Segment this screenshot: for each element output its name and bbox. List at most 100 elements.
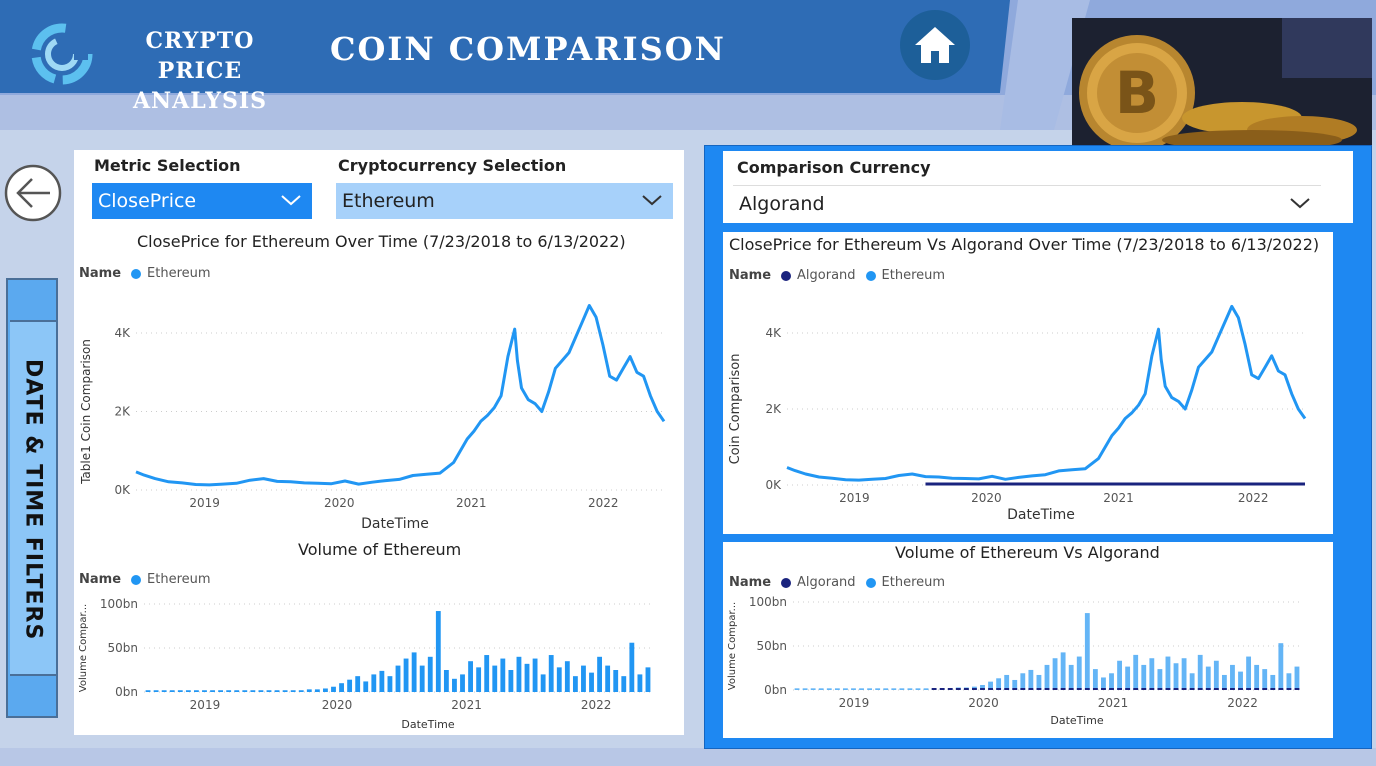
volume-bar-ethereum <box>867 688 873 690</box>
volume-bar-algorand <box>1165 688 1171 690</box>
volume-bar-algorand <box>980 688 985 690</box>
volume-bar <box>492 665 498 692</box>
volume-bar-ethereum <box>1149 658 1155 690</box>
x-tick-label: 2021 <box>1103 491 1134 505</box>
x-tick-label: 2020 <box>968 696 999 710</box>
volume-bar-algorand <box>1101 688 1106 690</box>
app-title-line2: ANALYSIS <box>132 88 268 114</box>
volume-bar-algorand <box>1286 688 1292 690</box>
volume-bar-algorand <box>1213 688 1219 690</box>
volume-bar-algorand <box>1004 688 1010 690</box>
volume-bar-ethereum <box>842 688 848 690</box>
metric-dropdown[interactable]: ClosePrice <box>92 183 312 219</box>
chart-legend: Name Algorand Ethereum <box>729 575 945 590</box>
date-time-filters-label: DATE & TIME FILTERS <box>20 359 46 641</box>
volume-bar <box>363 681 369 692</box>
x-tick-label: 2021 <box>451 698 482 712</box>
volume-bar-ethereum <box>1036 674 1042 690</box>
comparison-volume-card: Volume of Ethereum Vs Algorand Name Algo… <box>723 542 1333 738</box>
volume-bar-ethereum <box>1213 660 1219 690</box>
volume-bar-algorand <box>1092 688 1098 690</box>
volume-bar-ethereum <box>907 688 913 690</box>
volume-bar-ethereum <box>1294 666 1300 690</box>
legend-title: Name <box>79 572 122 587</box>
y-tick-label: 2K <box>765 402 782 416</box>
y-tick-label: 0K <box>114 483 131 497</box>
volume-bar-algorand <box>1254 688 1260 690</box>
y-tick-label: 4K <box>765 326 782 340</box>
volume-bar-algorand <box>1036 688 1042 690</box>
crypto-dropdown[interactable]: Ethereum <box>336 183 673 219</box>
comparison-line-card: ClosePrice for Ethereum Vs Algorand Over… <box>723 232 1333 534</box>
volume-bar-ethereum <box>980 684 985 690</box>
volume-bar <box>427 656 433 692</box>
x-tick-label: 2020 <box>971 491 1002 505</box>
legend-item-ethereum: Ethereum <box>147 572 211 587</box>
volume-bar <box>589 672 594 692</box>
volume-bar-algorand <box>1246 688 1252 690</box>
y-tick-label: 50bn <box>757 639 788 653</box>
volume-bar <box>169 690 175 692</box>
legend-dot <box>131 268 142 279</box>
legend-title: Name <box>729 575 772 590</box>
volume-bar <box>347 679 353 692</box>
legend-item-ethereum: Ethereum <box>881 575 946 590</box>
volume-bar-algorand <box>1052 688 1058 690</box>
volume-bar-algorand <box>1221 688 1227 690</box>
volume-bar-algorand <box>1230 688 1235 690</box>
volume-bar-ethereum <box>859 688 864 690</box>
volume-bar <box>177 690 183 692</box>
volume-bar <box>572 676 578 692</box>
volume-bar-algorand <box>1133 688 1139 690</box>
volume-bar <box>508 670 514 692</box>
volume-bar-ethereum <box>1173 663 1179 690</box>
close-price-line-chart[interactable]: 0K 2K 4K 2019 2020 2021 2022 DateTime Table1 Coi… <box>74 285 684 535</box>
series-line-ethereum <box>786 304 1307 482</box>
volume-bar-algorand <box>955 688 961 690</box>
volume-bar <box>564 661 570 692</box>
volume-bar-ethereum <box>1238 671 1243 690</box>
volume-bar-ethereum <box>1020 673 1026 690</box>
crypto-selection-label: Cryptocurrency Selection <box>338 156 567 175</box>
back-arrow-icon[interactable] <box>4 164 62 222</box>
volume-bar <box>411 652 417 692</box>
volume-bar-ethereum <box>988 681 993 690</box>
volume-bar-algorand <box>1270 688 1276 690</box>
page-title: COIN COMPARISON <box>330 30 726 68</box>
app-logo-icon <box>31 23 93 85</box>
legend-item-ethereum: Ethereum <box>147 266 211 281</box>
volume-bar <box>226 690 232 692</box>
volume-bar-ethereum <box>1092 669 1098 690</box>
chart-title: Volume of Ethereum <box>298 540 462 559</box>
chart-legend: Name Algorand Ethereum <box>729 268 945 283</box>
volume-bar-algorand <box>1189 688 1195 690</box>
footer-band <box>0 748 1376 766</box>
volume-bar-ethereum <box>851 688 856 690</box>
volume-bar <box>185 690 191 692</box>
y-axis-label: Volume Compar... <box>727 602 738 690</box>
volume-bar-ethereum <box>1157 669 1163 690</box>
volume-bar <box>153 690 159 692</box>
comparison-line-chart[interactable]: 0K 2K 4K 2019 2020 2021 2022 DateTime Coin Compa… <box>723 287 1333 532</box>
volume-bar-algorand <box>988 688 993 690</box>
comparison-dropdown[interactable]: Algorand <box>733 185 1321 221</box>
volume-bar-ethereum <box>1141 664 1147 690</box>
date-time-filters-tab[interactable]: DATE & TIME FILTERS <box>6 278 58 718</box>
volume-bar-algorand <box>1060 688 1066 690</box>
volume-bar-ethereum <box>818 688 824 690</box>
volume-bar <box>161 690 167 692</box>
x-tick-label: 2022 <box>1227 696 1258 710</box>
volume-bar-ethereum <box>1109 673 1114 690</box>
app-title: CRYPTO PRICE ANALYSIS <box>100 26 300 116</box>
volume-bar-ethereum <box>1068 664 1074 690</box>
volume-bar-ethereum <box>1286 673 1292 690</box>
volume-bar <box>218 690 224 692</box>
home-button[interactable] <box>900 10 970 80</box>
header-title-bar <box>0 0 1010 93</box>
volume-bar <box>581 665 586 692</box>
left-panel: Metric Selection ClosePrice Cryptocurren… <box>74 150 684 735</box>
volume-bar-ethereum <box>1084 613 1090 690</box>
chart-title: Volume of Ethereum Vs Algorand <box>895 543 1160 562</box>
volume-bar-chart[interactable]: 0bn 50bn 100bn 2019 2020 2021 2022 DateTime Volu… <box>74 590 684 735</box>
comparison-volume-bar-chart[interactable]: 0bn 50bn 100bn 2019 2020 2021 2022 DateTime Volu… <box>723 592 1333 737</box>
